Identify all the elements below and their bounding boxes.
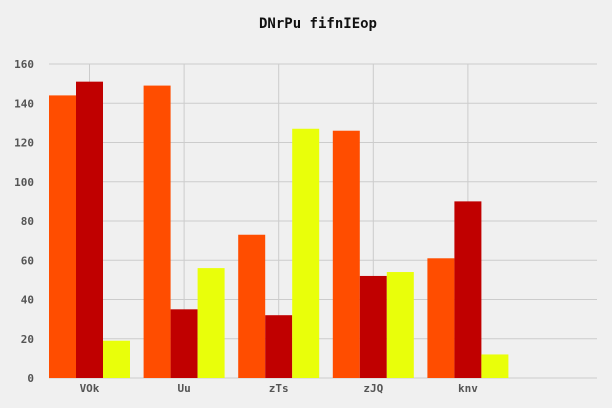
x-tick-label: zTs (269, 382, 289, 395)
x-tick-label: knv (458, 382, 478, 395)
bar-knv-series-1 (427, 258, 455, 378)
y-tick-label: 40 (21, 294, 34, 307)
x-tick-label: VOk (80, 382, 100, 395)
bar-vok-series-1 (49, 95, 76, 379)
y-tick-label: 0 (27, 372, 34, 385)
y-tick-label: 120 (14, 137, 34, 150)
bar-zjq-series-1 (332, 130, 360, 378)
bar-vok-series-3 (103, 340, 130, 378)
bar-uu-series-1 (143, 85, 171, 379)
bars (49, 81, 509, 379)
y-tick-label: 160 (14, 58, 34, 71)
bar-uu-series-2 (170, 309, 198, 378)
chart-title: DNrPu fifnIEop (259, 16, 377, 32)
bar-vok-series-2 (76, 81, 103, 378)
bar-knv-series-3 (481, 354, 509, 378)
x-tick-label: zJQ (363, 382, 383, 395)
tick-labels: 0 20 40 60 80 100 120 140 160 VOk Uu zTs zJQ knv (14, 58, 478, 395)
y-tick-label: 100 (14, 176, 34, 189)
y-tick-label: 20 (21, 333, 34, 346)
bar-zts-series-1 (238, 234, 266, 378)
x-tick-label: Uu (177, 382, 190, 395)
bar-zjq-series-2 (359, 275, 387, 378)
bar-zjq-series-3 (386, 272, 414, 378)
bar-zts-series-2 (265, 315, 293, 378)
bar-zts-series-3 (292, 128, 320, 378)
y-tick-label: 60 (21, 254, 34, 267)
bar-uu-series-3 (197, 268, 225, 378)
y-tick-label: 140 (14, 97, 34, 110)
bar-knv-series-2 (454, 201, 482, 378)
y-tick-label: 80 (21, 215, 34, 228)
